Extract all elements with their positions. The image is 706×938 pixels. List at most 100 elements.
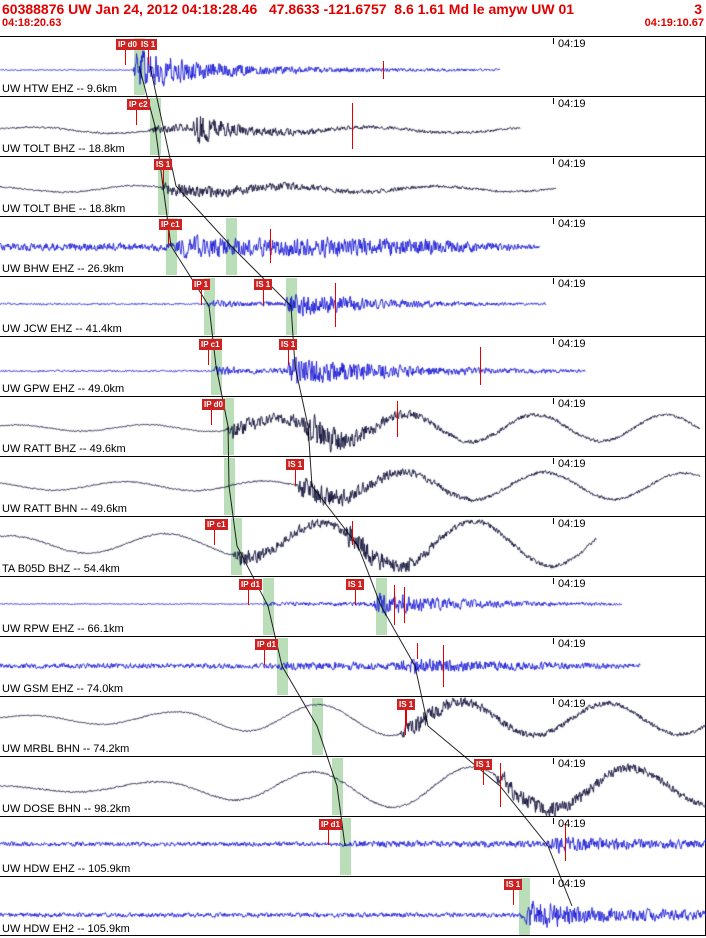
minute-tick bbox=[553, 758, 554, 764]
phase-pick-stem bbox=[288, 349, 289, 365]
minute-tick bbox=[553, 878, 554, 884]
phase-pick-flag[interactable]: IP c1 bbox=[159, 219, 182, 230]
minute-tick bbox=[553, 518, 554, 524]
trace-panel: IP c1 04:19 UW BHW EHZ -- 26.9km bbox=[0, 216, 706, 276]
minute-label: 04:19 bbox=[558, 38, 586, 50]
station-label: UW HDW EH2 -- 105.9km bbox=[2, 923, 130, 935]
minute-tick bbox=[553, 698, 554, 704]
phase-pick-label: IS 1 bbox=[141, 40, 156, 49]
phase-pick-flag[interactable]: IP d1 bbox=[319, 819, 342, 830]
phase-pick-flag[interactable]: IS 1 bbox=[474, 759, 493, 770]
event-summary: 60388876 UW Jan 24, 2012 04:18:28.46 47.… bbox=[2, 1, 575, 17]
phase-pick-flag[interactable]: IS 1 bbox=[346, 579, 365, 590]
phase-pick-flag[interactable]: IS 1 bbox=[254, 279, 273, 290]
station-label: UW TOLT BHE -- 18.8km bbox=[2, 203, 126, 215]
phase-pick-flag[interactable]: IS 1 bbox=[397, 699, 416, 710]
minute-label: 04:19 bbox=[558, 338, 586, 350]
pick-time-line bbox=[480, 347, 481, 385]
minute-tick bbox=[553, 158, 554, 164]
phase-pick-flag[interactable]: IS 1 bbox=[154, 159, 173, 170]
trace-panel: IS 1 04:19 UW HDW EH2 -- 105.9km bbox=[0, 876, 706, 936]
phase-pick-stem bbox=[406, 709, 407, 725]
minute-label: 04:19 bbox=[558, 698, 586, 710]
window-end-time: 04:19:10.67 bbox=[644, 17, 704, 29]
phase-pick-flag[interactable]: IP d0 bbox=[202, 399, 225, 410]
phase-pick-flag[interactable]: IP c2 bbox=[127, 99, 150, 110]
phase-pick-stem bbox=[355, 589, 356, 605]
minute-tick bbox=[553, 38, 554, 44]
pick-time-line bbox=[500, 763, 501, 807]
trace-panel: IP c1 04:19 TA B05D BHZ -- 54.4km bbox=[0, 516, 706, 576]
phase-pick-flag[interactable]: IP 1 bbox=[192, 279, 211, 290]
phase-pick-flag[interactable]: IP c1 bbox=[205, 519, 228, 530]
time-window-row: 04:18:20.63 04:19:10.67 bbox=[0, 17, 706, 29]
trace-panel: IS 1 04:19 UW MRBL BHN -- 74.2km bbox=[0, 696, 706, 756]
phase-pick-stem bbox=[148, 49, 149, 65]
station-label: UW GPW EHZ -- 49.0km bbox=[2, 383, 125, 395]
trace-panel: IS 1 04:19 UW RATT BHN -- 49.6km bbox=[0, 456, 706, 516]
phase-pick-stem bbox=[208, 349, 209, 365]
minute-tick bbox=[553, 278, 554, 284]
trace-panel: IS 1 04:19 UW DOSE BHN -- 98.2km bbox=[0, 756, 706, 816]
phase-pick-stem bbox=[328, 829, 329, 845]
minute-tick bbox=[553, 398, 554, 404]
phase-pick-stem bbox=[264, 649, 265, 665]
station-label: UW DOSE BHN -- 98.2km bbox=[2, 803, 131, 815]
phase-pick-stem bbox=[483, 769, 484, 785]
phase-pick-flag[interactable]: IP d1 bbox=[239, 579, 262, 590]
trace-panel: IP 1 IS 1 04:19 UW JCW EHZ -- 41.4km bbox=[0, 276, 706, 336]
phase-pick-label: IP d0 bbox=[204, 400, 223, 409]
minute-label: 04:19 bbox=[558, 578, 586, 590]
pick-time-line bbox=[335, 283, 336, 327]
pick-time-line bbox=[270, 229, 271, 263]
pick-time-line bbox=[404, 587, 405, 623]
station-label: UW GSM EHZ -- 74.0km bbox=[2, 683, 124, 695]
phase-pick-flag[interactable]: IS 1 bbox=[279, 339, 298, 350]
minute-label: 04:19 bbox=[558, 458, 586, 470]
phase-pick-flag[interactable]: IS 1 bbox=[139, 39, 158, 50]
trace-panel: IS 1 04:19 UW TOLT BHE -- 18.8km bbox=[0, 156, 706, 216]
minute-tick bbox=[553, 638, 554, 644]
phase-pick-label: IS 1 bbox=[348, 580, 363, 589]
phase-pick-stem bbox=[248, 589, 249, 605]
minute-label: 04:19 bbox=[558, 638, 586, 650]
phase-pick-stem bbox=[201, 289, 202, 305]
phase-pick-flag[interactable]: IP d1 bbox=[255, 639, 278, 650]
phase-pick-stem bbox=[263, 289, 264, 305]
phase-pick-label: IP c2 bbox=[129, 100, 148, 109]
phase-pick-stem bbox=[513, 889, 514, 905]
trace-panel: IP d0 04:19 UW RATT BHZ -- 49.6km bbox=[0, 396, 706, 456]
phase-pick-label: IS 1 bbox=[288, 460, 303, 469]
phase-pick-flag[interactable]: IS 1 bbox=[286, 459, 305, 470]
minute-tick bbox=[553, 218, 554, 224]
traces-area: IP d0 IS 1 04:19 UW HTW EHZ -- 9.6km IP c2 04… bbox=[0, 36, 706, 936]
phase-pick-flag[interactable]: IP c1 bbox=[199, 339, 222, 350]
phase-pick-label: IP d1 bbox=[241, 580, 260, 589]
pick-time-line bbox=[443, 645, 444, 687]
phase-pick-label: IP d1 bbox=[257, 640, 276, 649]
phase-pick-label: IP d1 bbox=[321, 820, 340, 829]
phase-pick-label: IP c1 bbox=[201, 340, 220, 349]
phase-pick-label: IP 1 bbox=[194, 280, 209, 289]
minute-label: 04:19 bbox=[558, 278, 586, 290]
minute-label: 04:19 bbox=[558, 818, 586, 830]
station-label: UW RPW EHZ -- 66.1km bbox=[2, 623, 124, 635]
phase-pick-flag[interactable]: IP d0 bbox=[116, 39, 139, 50]
phase-pick-stem bbox=[163, 169, 164, 185]
pick-time-line bbox=[352, 521, 353, 545]
minute-tick bbox=[553, 818, 554, 824]
station-label: UW JCW EHZ -- 41.4km bbox=[2, 323, 122, 335]
minute-label: 04:19 bbox=[558, 218, 586, 230]
minute-label: 04:19 bbox=[558, 398, 586, 410]
minute-tick bbox=[553, 578, 554, 584]
title-row: 60388876 UW Jan 24, 2012 04:18:28.46 47.… bbox=[0, 0, 706, 17]
minute-tick bbox=[553, 458, 554, 464]
phase-pick-stem bbox=[295, 469, 296, 485]
pick-time-line bbox=[352, 103, 353, 149]
event-header: 60388876 UW Jan 24, 2012 04:18:28.46 47.… bbox=[0, 0, 706, 36]
phase-pick-stem bbox=[211, 409, 212, 425]
minute-tick bbox=[553, 338, 554, 344]
phase-pick-flag[interactable]: IS 1 bbox=[504, 879, 523, 890]
minute-label: 04:19 bbox=[558, 518, 586, 530]
